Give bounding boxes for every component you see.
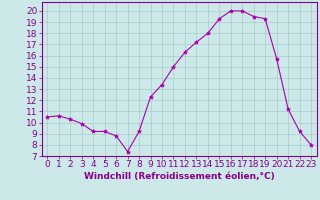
- X-axis label: Windchill (Refroidissement éolien,°C): Windchill (Refroidissement éolien,°C): [84, 172, 275, 181]
